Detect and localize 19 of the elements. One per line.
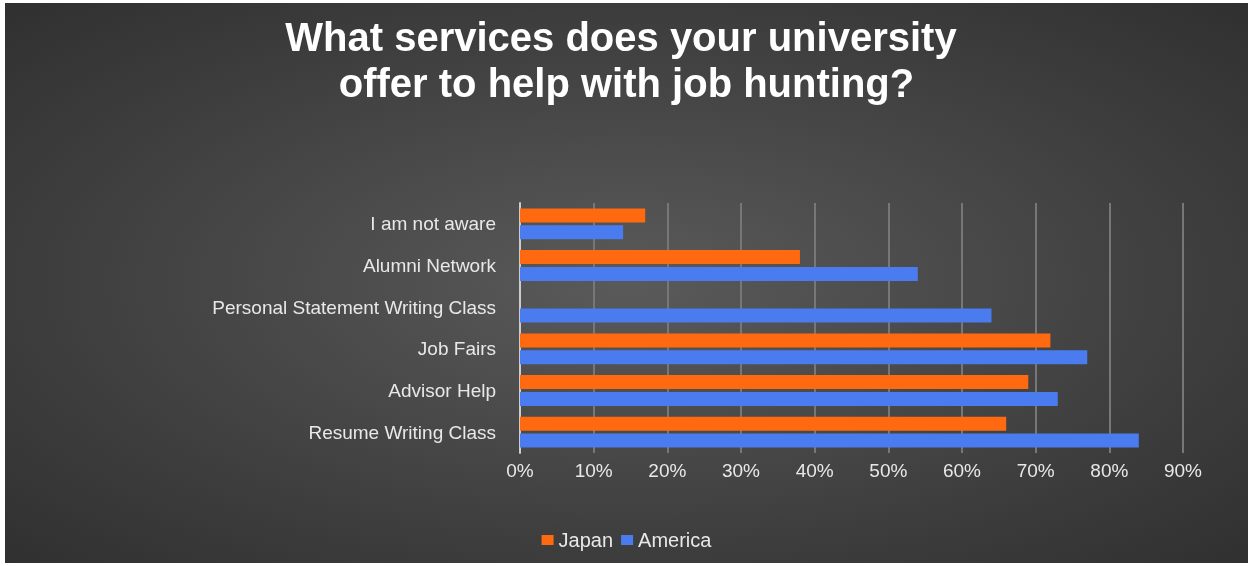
y-tick-label: Job Fairs [417,338,496,360]
x-tick-label: 30% [721,460,761,481]
y-tick-label: Alumni Network [362,255,497,276]
y-tick-label: I am not aware [370,213,496,235]
x-tick-label: 20% [648,460,687,481]
y-tick-label: Personal Statement Writing Class [212,296,496,318]
legend-label: Japan [558,529,614,551]
x-tick-label: 0% [506,460,534,481]
y-tick-label: Resume Writing Class [308,421,496,443]
x-tick-label: 80% [1090,460,1129,481]
chart-title: What services does your university offer to help with job hunting? [285,15,968,105]
legend-label: America [638,529,713,551]
x-tick-label: 40% [795,460,834,481]
x-tick-label: 50% [869,460,908,481]
x-tick-label: 90% [1163,460,1203,481]
x-tick-label: 10% [574,460,613,481]
x-tick-label: 70% [1016,460,1055,481]
x-tick-label: 60% [942,460,982,481]
y-tick-label: Advisor Help [388,380,496,401]
